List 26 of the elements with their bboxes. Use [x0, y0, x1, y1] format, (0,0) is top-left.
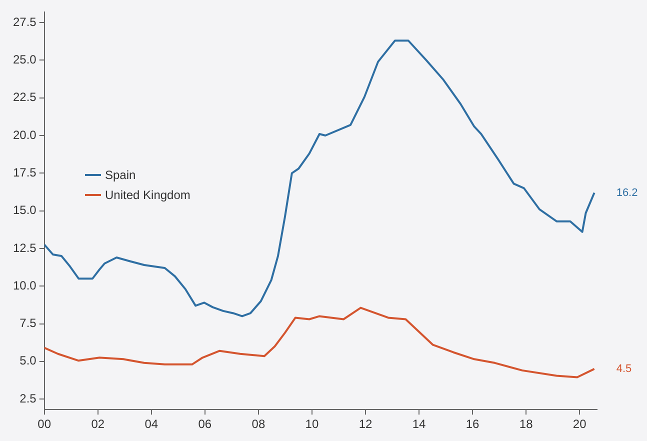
annotation: 16.2	[616, 186, 638, 199]
y-tick-label: 17.5	[12, 165, 37, 180]
x-tick-label: 06	[198, 417, 212, 432]
x-tick-label: 20	[572, 417, 587, 432]
annotation: 4.5	[616, 362, 632, 375]
y-tick-label: 15.0	[12, 203, 37, 218]
y-tick-label: 7.5	[20, 316, 37, 330]
x-tick-label: 16	[466, 417, 480, 432]
y-tick-label: 22.5	[12, 90, 37, 104]
y-tick-label: 27.5	[12, 14, 37, 29]
y-tick-label: 25.0	[12, 52, 37, 67]
legend-label: United Kingdom	[105, 188, 190, 202]
x-tick-label: 12	[358, 417, 372, 432]
x-tick-label: 02	[91, 417, 105, 432]
y-tick-label: 12.5	[12, 240, 37, 255]
y-tick-label: 2.5	[20, 391, 37, 406]
x-tick-label: 14	[412, 417, 426, 432]
x-tick-label: 10	[305, 417, 319, 432]
y-tick-label: 5.0	[20, 354, 37, 368]
y-tick-label: 10.0	[12, 278, 37, 292]
y-tick-label: 20.0	[12, 128, 37, 142]
x-tick-label: 04	[144, 417, 158, 432]
legend-label: Spain	[105, 168, 136, 182]
x-tick-label: 18	[519, 417, 534, 432]
x-tick-label: 00	[38, 417, 52, 432]
x-tick-label: 08	[252, 417, 266, 432]
